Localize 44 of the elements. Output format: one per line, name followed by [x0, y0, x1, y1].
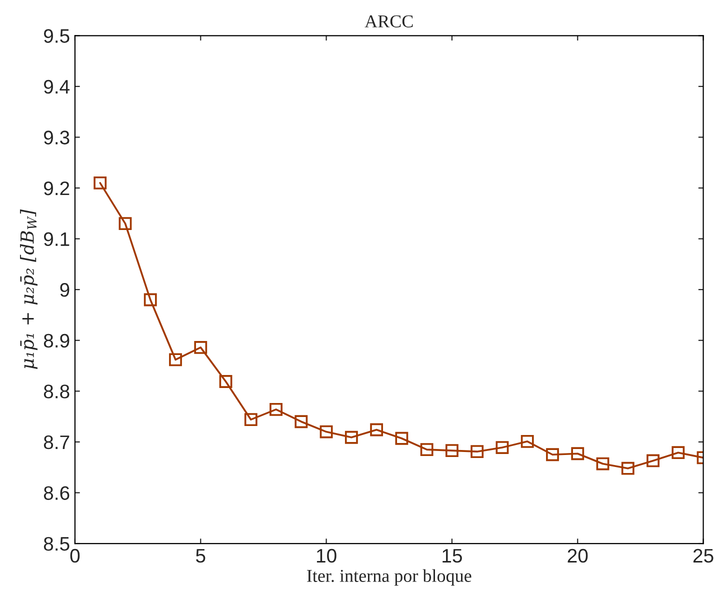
y-tick-label: 8.9: [44, 334, 70, 348]
x-tick-label: 25: [693, 548, 714, 563]
point: [596, 457, 610, 470]
point: [194, 341, 208, 354]
point: [344, 430, 358, 444]
point: [395, 432, 408, 445]
x-tick-label: 5: [196, 549, 206, 563]
y-tick-label: 8.7: [44, 435, 70, 450]
point: [470, 445, 484, 458]
y-tick-label: 9.3: [44, 130, 70, 144]
point: [244, 413, 258, 426]
chart-title: ARCC: [364, 15, 413, 28]
y-tick-label: 9.1: [44, 232, 70, 246]
point: [169, 353, 182, 366]
point: [446, 444, 458, 458]
x-axis-title: Iter. interna por bloque: [307, 569, 472, 586]
point: [546, 448, 559, 462]
y-tick-label: 9: [60, 283, 70, 297]
y-tick-label: 9.5: [44, 29, 70, 43]
point: [118, 217, 132, 230]
x-tick-label: 10: [316, 548, 336, 563]
y-tick-label: 8.8: [44, 384, 70, 398]
point: [520, 434, 534, 448]
point: [571, 447, 584, 460]
y-tick-label: 8.5: [44, 536, 70, 551]
y-tick-label: 9.4: [44, 80, 70, 94]
x-tick-label: 0: [70, 548, 80, 563]
y-tick-label: 8.6: [44, 486, 70, 500]
point: [219, 375, 232, 388]
point: [320, 425, 333, 438]
point: [144, 293, 157, 306]
y-axis-title: μ₁p̄₁ + μ₂p̄₂ [dB$_{W}$]: [20, 209, 38, 370]
point: [370, 423, 384, 436]
point: [646, 454, 660, 468]
x-tick-label: 15: [442, 549, 462, 563]
point: [420, 443, 434, 456]
point: [294, 415, 308, 428]
point: [496, 441, 509, 454]
y-tick-label: 9.2: [44, 181, 70, 196]
x-tick-label: 20: [568, 548, 588, 563]
point: [672, 446, 685, 460]
point: [621, 462, 634, 475]
point: [270, 402, 282, 416]
point: [94, 176, 107, 190]
